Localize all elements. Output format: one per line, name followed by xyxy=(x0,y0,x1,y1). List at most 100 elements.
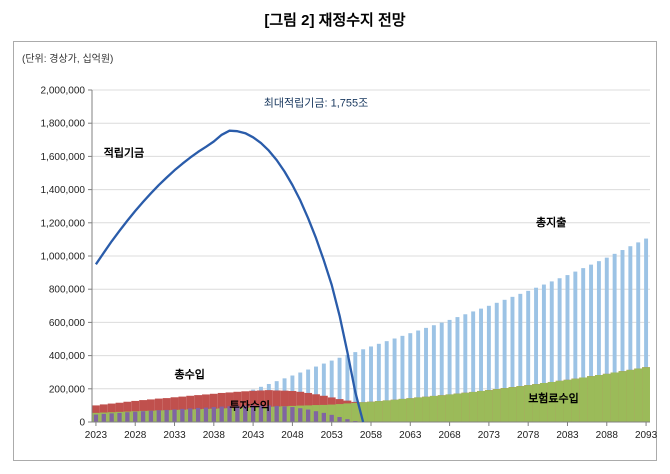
page-title: [그림 2] 재정수지 전망 xyxy=(264,12,406,29)
bar-investment xyxy=(148,410,154,422)
bar-investment xyxy=(93,414,99,422)
bar-premium xyxy=(327,404,336,422)
bar-investment xyxy=(258,405,264,422)
bar-premium xyxy=(367,401,375,422)
bar-expenditure xyxy=(329,360,334,422)
bar-premium xyxy=(453,393,462,422)
y-tick-label: 800,000 xyxy=(49,285,86,296)
y-tick-label: 1,800,000 xyxy=(41,119,86,130)
bar-expenditure xyxy=(502,299,507,422)
annotation-max-fund-note: 최대적립기금: 1,755조 xyxy=(264,97,368,110)
bar-premium xyxy=(555,380,564,422)
bar-expenditure xyxy=(636,242,641,422)
bar-expenditure xyxy=(604,257,609,422)
y-tick-label: 400,000 xyxy=(49,351,86,362)
bar-expenditure xyxy=(596,261,601,422)
bar-expenditure xyxy=(392,338,397,422)
bar-expenditure xyxy=(510,296,515,422)
x-tick-label: 2073 xyxy=(478,430,501,441)
unit-label: (단위: 경상가, 십억원) xyxy=(22,54,114,65)
bar-expenditure xyxy=(565,275,570,422)
y-tick-label: 1,400,000 xyxy=(41,185,86,196)
bar-premium xyxy=(390,399,399,422)
bar-investment xyxy=(274,405,279,422)
bar-expenditure xyxy=(376,343,381,422)
bar-investment xyxy=(188,408,193,422)
bar-premium xyxy=(406,398,415,422)
bar-premium xyxy=(343,403,352,422)
x-tick-label: 2028 xyxy=(124,430,147,441)
bar-investment xyxy=(219,406,224,422)
bar-investment xyxy=(345,419,350,422)
bar-investment xyxy=(140,411,146,422)
bar-investment xyxy=(329,414,334,422)
bar-premium xyxy=(500,388,509,422)
x-tick-label: 2083 xyxy=(556,430,579,441)
bar-expenditure xyxy=(644,238,649,422)
bar-expenditure xyxy=(541,284,546,422)
bar-investment xyxy=(298,408,303,422)
bar-expenditure xyxy=(361,349,366,422)
bar-expenditure xyxy=(431,325,436,422)
x-tick-label: 2038 xyxy=(203,430,226,441)
x-tick-label: 2088 xyxy=(596,430,619,441)
bar-premium xyxy=(492,389,501,422)
bar-premium xyxy=(484,390,493,422)
bar-premium xyxy=(563,379,572,422)
bar-expenditure xyxy=(486,305,491,422)
bar-investment xyxy=(235,405,240,422)
bar-premium xyxy=(414,397,423,422)
bar-premium xyxy=(626,369,635,422)
bar-investment xyxy=(125,412,130,422)
bar-investment xyxy=(195,407,201,422)
bar-investment xyxy=(203,407,209,422)
bar-premium xyxy=(516,386,525,422)
bar-premium xyxy=(374,401,383,422)
bar-expenditure xyxy=(628,246,633,422)
bar-premium xyxy=(634,368,643,422)
bar-premium xyxy=(532,384,540,422)
bar-premium xyxy=(587,376,595,422)
bar-investment xyxy=(305,409,311,422)
bar-expenditure xyxy=(384,341,389,422)
x-tick-label: 2093 xyxy=(635,430,658,441)
bar-expenditure xyxy=(345,354,350,422)
y-tick-label: 1,200,000 xyxy=(41,218,86,229)
bar-expenditure xyxy=(471,311,476,422)
bar-premium xyxy=(508,387,517,422)
bar-investment xyxy=(313,411,319,422)
bar-premium xyxy=(382,400,391,422)
bar-premium xyxy=(547,381,556,422)
y-tick-label: 0 xyxy=(79,418,85,429)
x-tick-label: 2043 xyxy=(242,430,265,441)
bar-investment xyxy=(337,417,342,422)
bar-expenditure xyxy=(518,293,523,422)
bar-premium xyxy=(594,375,603,422)
annotation-premium-label: 보험료수입 xyxy=(528,391,579,405)
bar-expenditure xyxy=(494,302,499,422)
bar-investment xyxy=(172,409,177,422)
bar-expenditure xyxy=(581,268,586,422)
bar-expenditure xyxy=(463,314,468,422)
bar-investment xyxy=(180,408,185,422)
bar-premium xyxy=(335,404,344,422)
bar-investment xyxy=(156,410,161,422)
y-tick-label: 1,600,000 xyxy=(41,152,86,163)
bar-premium xyxy=(524,385,533,422)
bar-investment xyxy=(266,405,271,422)
bar-expenditure xyxy=(369,346,373,422)
figure-box: (단위: 경상가, 십억원) 0 200,000 400,000 600,000 800… xyxy=(13,41,658,461)
x-tick-label: 2068 xyxy=(438,430,461,441)
chart-plot: 0 200,000 400,000 600,000 800,000 1,000,000 1,… xyxy=(41,86,658,442)
bar-expenditure xyxy=(573,271,578,422)
bar-premium xyxy=(422,396,430,422)
bar-investment xyxy=(211,407,216,422)
bar-investment xyxy=(109,413,114,422)
bar-expenditure xyxy=(408,333,413,422)
bar-expenditure xyxy=(447,319,452,422)
bar-expenditure xyxy=(479,308,483,422)
bar-premium xyxy=(602,373,611,422)
annotation-investment-label: 투자수익 xyxy=(230,399,270,413)
bar-investment xyxy=(164,409,169,422)
annotation-fund-label: 적립기금 xyxy=(104,145,144,159)
